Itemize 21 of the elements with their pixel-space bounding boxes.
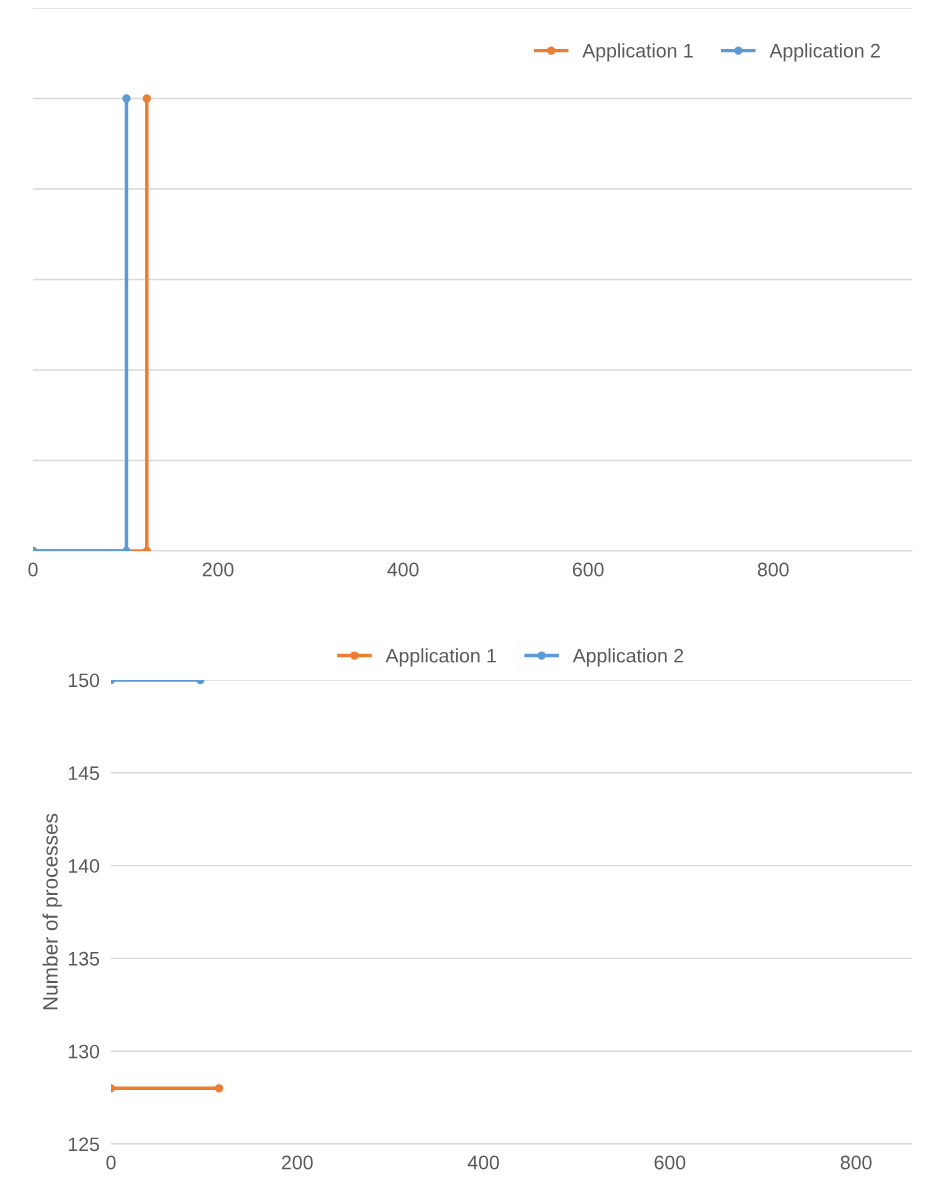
- legend-label: Application 1: [385, 648, 496, 667]
- y-tick-label: 130: [68, 1044, 100, 1059]
- x-tick-label: 200: [282, 1155, 313, 1170]
- y-tick-label: 140: [68, 859, 100, 873]
- x-tick-label: 200: [202, 562, 234, 577]
- legend-label: Application 1: [582, 43, 693, 62]
- x-tick-label: 0: [106, 1155, 116, 1170]
- y-tick-label: 150: [68, 673, 100, 688]
- x-tick-label: 800: [757, 562, 789, 577]
- x-tick-label: 800: [840, 1155, 872, 1170]
- x-tick-label: 400: [387, 562, 419, 577]
- legend-label: Application 2: [769, 43, 880, 62]
- y-tick-label: 145: [68, 766, 100, 781]
- x-tick-label: 0: [28, 562, 38, 577]
- legend-label: Application 2: [572, 648, 684, 667]
- x-tick-label: 400: [467, 1155, 500, 1170]
- y-tick-label: 125: [68, 1137, 100, 1152]
- x-tick-label: 600: [572, 562, 604, 577]
- y-tick-label: 135: [68, 951, 100, 966]
- x-tick-label: 600: [654, 1155, 686, 1170]
- y-axis-title: Number of processes: [42, 813, 62, 1010]
